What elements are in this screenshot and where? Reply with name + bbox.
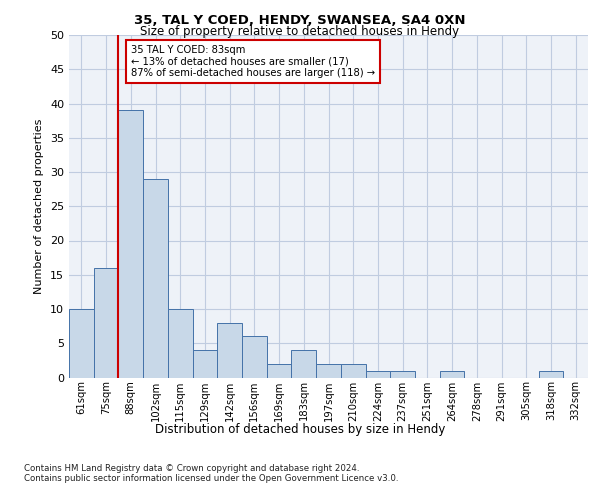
- Bar: [341, 364, 365, 378]
- Bar: [365, 370, 390, 378]
- Bar: [168, 309, 193, 378]
- Bar: [242, 336, 267, 378]
- Bar: [316, 364, 341, 378]
- Bar: [94, 268, 118, 378]
- Bar: [118, 110, 143, 378]
- Bar: [69, 309, 94, 378]
- Bar: [193, 350, 217, 378]
- Bar: [390, 370, 415, 378]
- Bar: [143, 179, 168, 378]
- Text: 35 TAL Y COED: 83sqm
← 13% of detached houses are smaller (17)
87% of semi-detac: 35 TAL Y COED: 83sqm ← 13% of detached h…: [131, 46, 375, 78]
- Text: Distribution of detached houses by size in Hendy: Distribution of detached houses by size …: [155, 422, 445, 436]
- Bar: [539, 370, 563, 378]
- Text: 35, TAL Y COED, HENDY, SWANSEA, SA4 0XN: 35, TAL Y COED, HENDY, SWANSEA, SA4 0XN: [134, 14, 466, 27]
- Y-axis label: Number of detached properties: Number of detached properties: [34, 118, 44, 294]
- Bar: [440, 370, 464, 378]
- Text: Contains public sector information licensed under the Open Government Licence v3: Contains public sector information licen…: [24, 474, 398, 483]
- Bar: [217, 322, 242, 378]
- Text: Contains HM Land Registry data © Crown copyright and database right 2024.: Contains HM Land Registry data © Crown c…: [24, 464, 359, 473]
- Bar: [292, 350, 316, 378]
- Bar: [267, 364, 292, 378]
- Text: Size of property relative to detached houses in Hendy: Size of property relative to detached ho…: [140, 25, 460, 38]
